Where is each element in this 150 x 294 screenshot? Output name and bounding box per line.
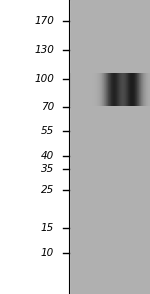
Bar (103, 73, 104, 106)
Bar (86, 73, 87, 106)
Bar (112, 73, 113, 106)
Bar (131, 73, 132, 106)
Bar (116, 73, 117, 106)
Bar (141, 73, 142, 106)
Bar (82, 73, 83, 106)
Text: 10: 10 (41, 248, 54, 258)
Bar (100, 73, 101, 106)
Text: 130: 130 (34, 45, 54, 55)
Bar (82, 73, 83, 106)
Bar (133, 73, 134, 106)
Bar (132, 73, 133, 106)
Bar (113, 73, 114, 106)
Bar (123, 73, 124, 106)
Text: 40: 40 (41, 151, 54, 161)
Bar (130, 73, 131, 106)
Bar (108, 73, 109, 106)
Bar (129, 73, 130, 106)
Bar (97, 73, 98, 106)
Bar (84, 73, 85, 106)
Text: 55: 55 (41, 126, 54, 136)
Bar (126, 73, 127, 106)
Bar (122, 73, 123, 106)
Bar (125, 73, 126, 106)
Bar (106, 73, 107, 106)
Bar (142, 73, 143, 106)
Bar (115, 73, 116, 106)
Bar (120, 73, 121, 106)
Bar (92, 73, 93, 106)
Bar (69, 73, 70, 106)
Bar (104, 73, 105, 106)
Bar (140, 73, 141, 106)
Bar (85, 73, 86, 106)
Bar (79, 73, 80, 106)
Bar (139, 73, 140, 106)
Text: 15: 15 (41, 223, 54, 233)
Bar (91, 73, 92, 106)
Bar (105, 73, 106, 106)
Bar (75, 73, 76, 106)
Bar (90, 73, 91, 106)
Bar (109, 73, 110, 106)
Bar (143, 73, 144, 106)
Bar (101, 73, 102, 106)
Text: 170: 170 (34, 16, 54, 26)
Bar (135, 73, 136, 106)
Bar (80, 73, 81, 106)
Bar (137, 73, 138, 106)
Bar (136, 73, 137, 106)
Bar (98, 73, 99, 106)
Bar (95, 73, 96, 106)
Text: 35: 35 (41, 164, 54, 174)
Bar (73, 73, 74, 106)
Bar (83, 73, 84, 106)
Bar (0, 0, 69, 294)
Bar (94, 73, 95, 106)
Bar (71, 73, 72, 106)
Bar (124, 73, 125, 106)
Bar (70, 73, 71, 106)
Bar (146, 73, 147, 106)
Bar (96, 73, 97, 106)
Bar (78, 73, 79, 106)
Bar (72, 73, 73, 106)
Bar (77, 73, 78, 106)
Bar (69, 0, 150, 294)
Text: 100: 100 (34, 74, 54, 84)
Bar (138, 73, 139, 106)
Bar (102, 73, 103, 106)
Bar (128, 73, 129, 106)
Text: 70: 70 (41, 102, 54, 112)
Bar (119, 73, 120, 106)
Bar (111, 73, 112, 106)
Bar (114, 73, 115, 106)
Bar (107, 73, 108, 106)
Bar (121, 73, 122, 106)
Bar (89, 73, 90, 106)
Bar (110, 73, 111, 106)
Bar (88, 73, 89, 106)
Bar (74, 73, 75, 106)
Text: 25: 25 (41, 185, 54, 195)
Bar (76, 73, 77, 106)
Bar (148, 73, 149, 106)
Bar (149, 73, 150, 106)
Bar (147, 73, 148, 106)
Bar (144, 73, 145, 106)
Bar (117, 73, 118, 106)
Bar (93, 73, 94, 106)
Bar (87, 73, 88, 106)
Bar (134, 73, 135, 106)
Bar (127, 73, 128, 106)
Bar (136, 73, 137, 106)
Bar (81, 73, 82, 106)
Bar (99, 73, 100, 106)
Bar (118, 73, 119, 106)
